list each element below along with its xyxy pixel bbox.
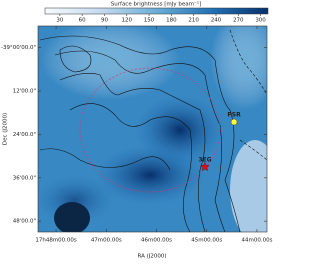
colorbar-tick-label: 270 [233, 18, 244, 24]
colorbar-tick-label: 180 [166, 18, 177, 24]
chart: Surface brightness [mJy beam⁻¹] RA (J200… [1, 1, 273, 260]
beam [54, 202, 90, 232]
colorbar-tick-label: 150 [144, 18, 155, 24]
colorbar-tick-label: 90 [101, 18, 108, 24]
colorbar-tick-label: 210 [188, 18, 199, 24]
source-label: PSR [227, 112, 241, 119]
colorbar [44, 7, 269, 15]
y-tick-label: 48'00.0" [13, 219, 36, 225]
y-tick-label: 36'00.0" [13, 175, 36, 181]
y-tick-label: -39°00'00.0" [1, 45, 36, 51]
plot-frame [37, 25, 268, 233]
x-tick-label: 44m00.00s [241, 238, 272, 244]
colorbar-tick-label: 120 [122, 18, 133, 24]
x-tick-label: 45m00.00s [191, 238, 222, 244]
x-tick-label: 46m00.00s [141, 238, 172, 244]
y-tick-label: 24'00.0" [13, 132, 36, 138]
colorbar-label: Surface brightness [mJy beam⁻¹] [111, 1, 201, 8]
source-marker [200, 161, 210, 172]
colorbar-tick-label: 300 [255, 18, 266, 24]
x-axis-label: RA (J2000) [137, 254, 166, 260]
colorbar-tick-label: 30 [56, 18, 63, 24]
y-tick-label: 12'00.0" [13, 89, 36, 95]
x-tick-label: 47m00.00s [91, 238, 122, 244]
source-label: 3EG [198, 156, 211, 163]
source-marker [230, 118, 238, 126]
y-axis-label: Dec (J2000) [3, 113, 9, 145]
image [38, 26, 267, 232]
colorbar-tick-label: 240 [211, 18, 222, 24]
x-tick-label: 17h48m00.00s [35, 238, 77, 244]
colorbar-tick-label: 60 [79, 18, 86, 24]
